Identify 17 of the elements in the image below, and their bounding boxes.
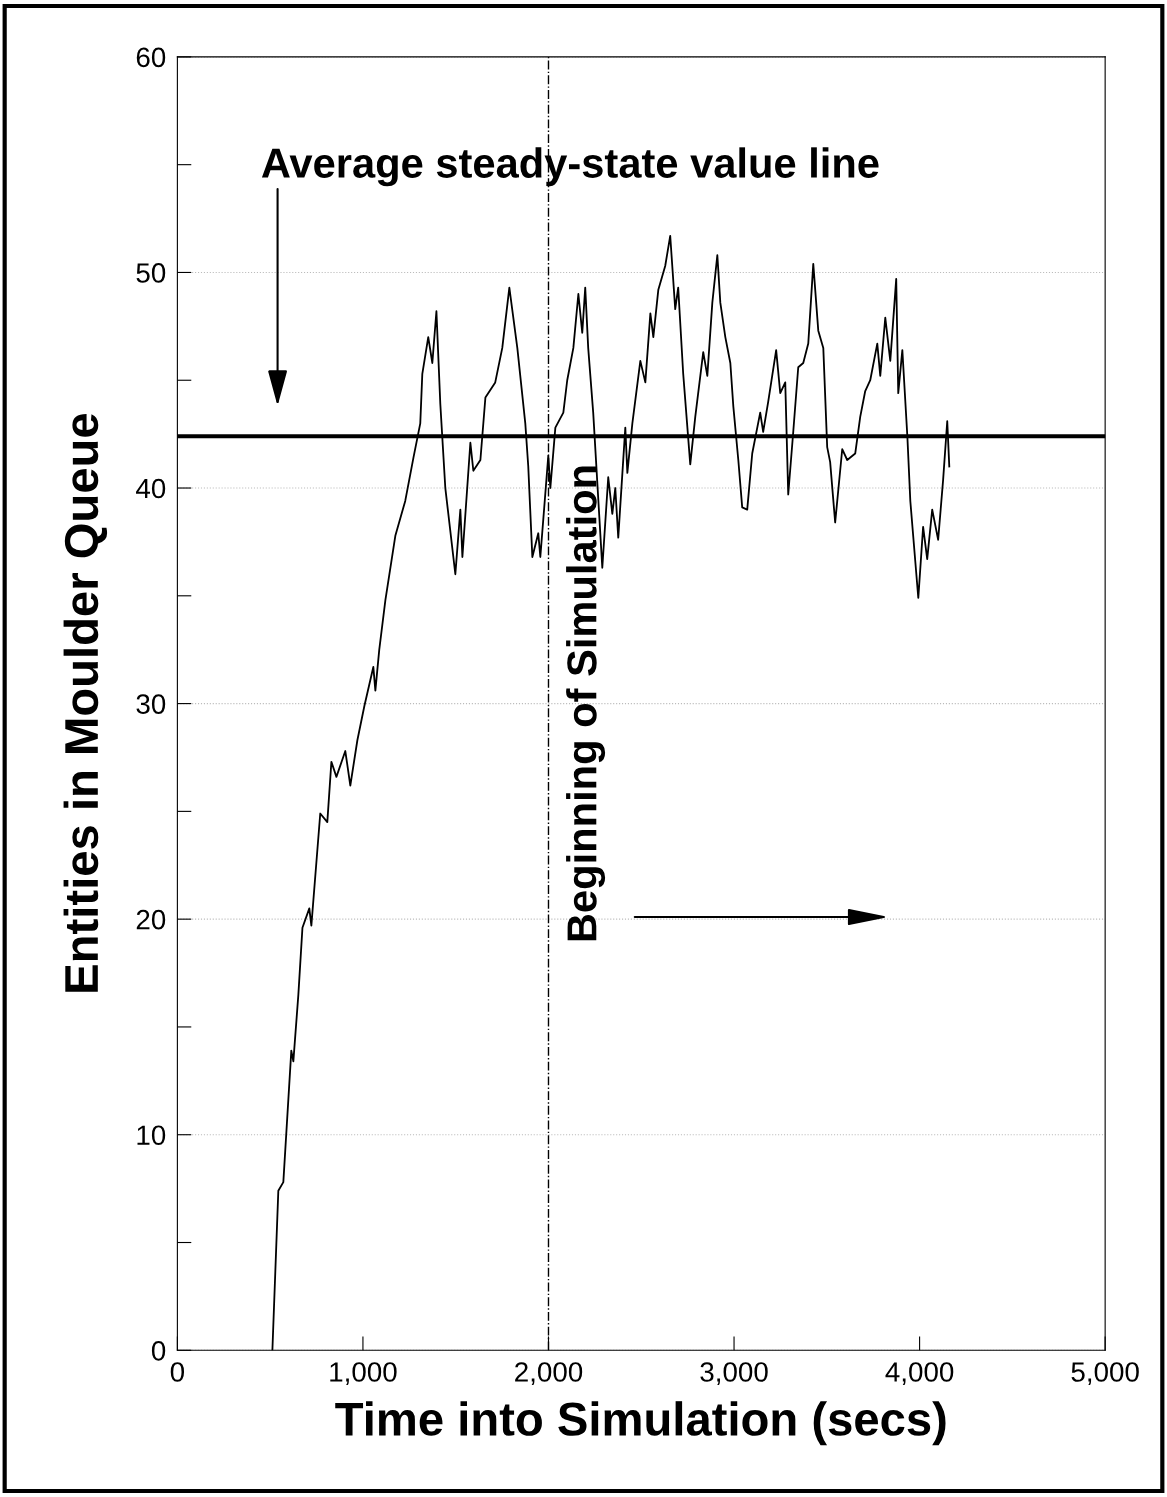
x-tick-label: 0: [170, 1362, 185, 1382]
x-tick-label: 3,000: [700, 1362, 768, 1386]
y-tick-label: 60: [136, 47, 166, 68]
y-tick-label: 20: [136, 909, 166, 930]
x-tick-label: 1,000: [330, 1362, 397, 1386]
x-tick-label: 2,000: [515, 1362, 583, 1386]
y-tick-label: 10: [137, 1125, 166, 1146]
y-tick-label: 50: [136, 263, 166, 283]
x-tick-label: 5,000: [1071, 1362, 1139, 1386]
x-tick-label: 4,000: [885, 1362, 954, 1386]
y-axis-title: Entities in Moulder Queue: [63, 413, 108, 992]
annotation: Average steady-state value line: [261, 147, 879, 187]
x-axis-title: Time into Simulation (secs): [335, 1401, 946, 1446]
y-tick-label: 0: [151, 1340, 166, 1361]
y-tick-label: 40: [136, 478, 166, 499]
y-tick-label: 30: [136, 694, 166, 714]
ref-line-label: Beginning of Simulation: [566, 466, 606, 941]
